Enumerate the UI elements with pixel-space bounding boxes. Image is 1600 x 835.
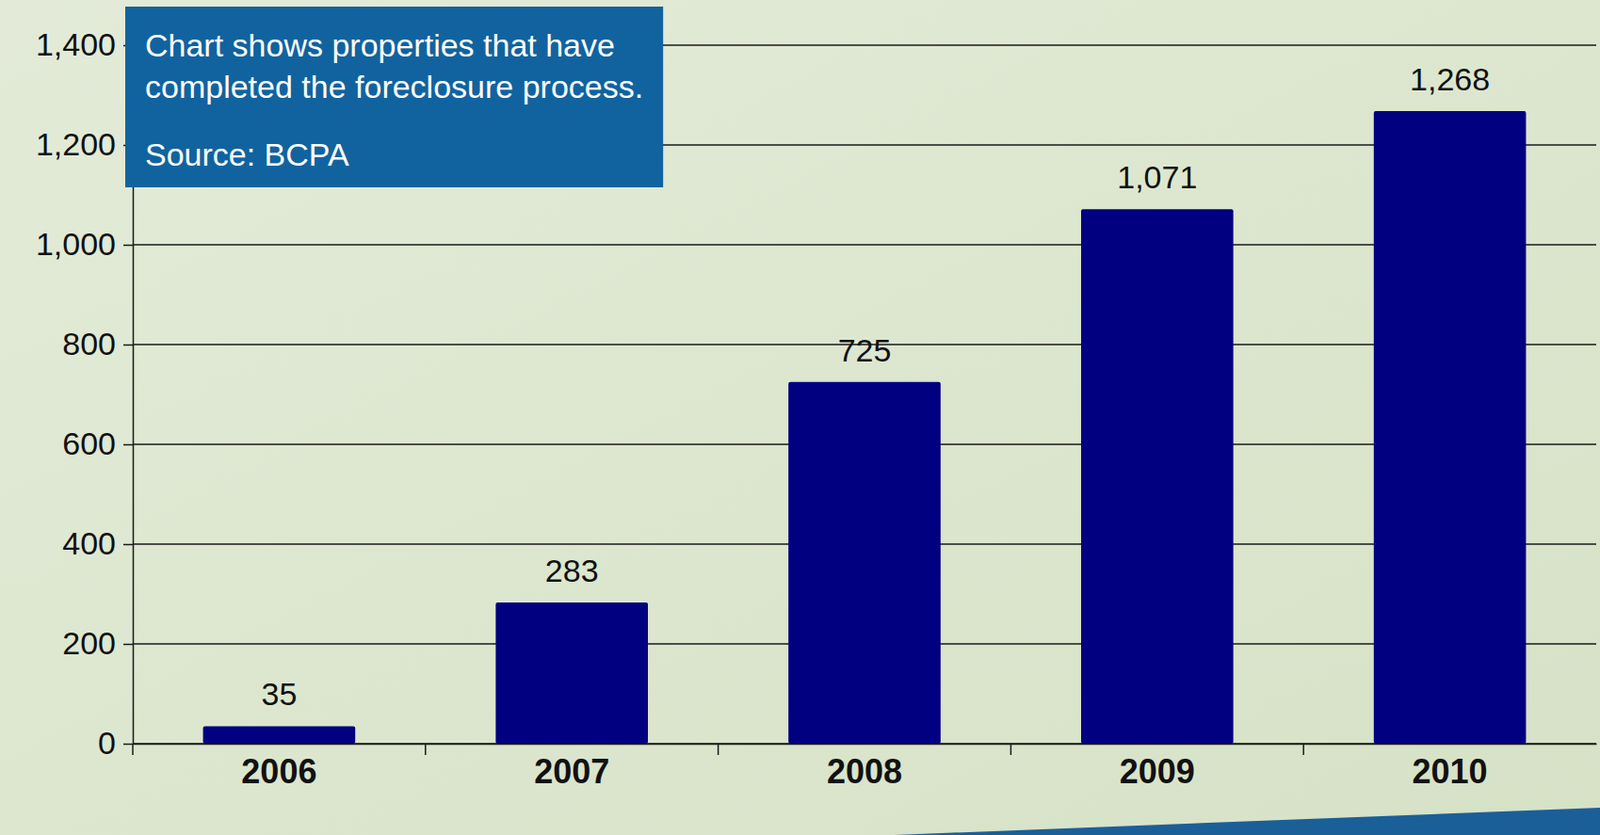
tick-mark [123,544,133,547]
tick-mark [123,444,133,447]
tick: 800 [62,325,133,362]
tick-label: 2008 [826,752,903,792]
tick-mark [123,244,133,247]
bars [203,111,1527,744]
category-divider [717,743,720,756]
tick-mark [123,743,133,746]
category-divider [1010,743,1013,756]
annotation-background [125,6,663,188]
tick-label: 1,000 [35,226,116,262]
tick-label: 1,400 [35,26,116,63]
tick: 0 [97,725,133,761]
tick-mark [123,344,133,347]
tick-label: 0 [97,725,116,761]
data-label: 1,071 [1116,159,1197,195]
tick: 1,200 [35,126,133,162]
bar [203,726,356,744]
data-label: 725 [838,332,892,369]
tick-mark [123,644,133,647]
tick-label: 200 [62,625,116,662]
bar [1373,111,1527,744]
tick-label: 1,200 [35,126,116,162]
tick-label: 400 [62,525,116,562]
tick: 2006 [241,743,317,792]
tick: 1,400 [35,26,133,63]
category-dividers [132,743,1304,756]
tick: 1,000 [35,226,133,262]
y-axis: 0 200 400 600 800 1,000 1,200 1,400 [35,26,134,761]
x-axis: 2006 2007 2008 2009 2010 [133,743,1598,792]
chart: 0 200 400 600 800 1,000 1,200 1,400 2006 2007 2008… [0,0,1600,835]
tick-label: 2009 [1119,752,1196,792]
tick-label: 2007 [533,752,610,792]
tick: 200 [62,625,133,662]
chart-container: 0 200 400 600 800 1,000 1,200 1,400 2006 2007 2008… [0,0,1600,835]
data-label: 1,268 [1409,61,1490,97]
annotation-box: Chart shows properties that havecomplete… [125,6,663,188]
bar [495,602,648,744]
decoration [894,808,1600,835]
category-divider [131,743,134,756]
data-label: 283 [545,552,599,589]
tick: 2008 [826,743,903,792]
tick-label: 2006 [241,752,317,792]
annotation: Chart shows properties that havecomplete… [145,27,644,105]
data-label: 35 [260,676,297,712]
bar [788,382,941,744]
tick: 2010 [1412,743,1488,792]
tick: 400 [62,525,133,562]
tick-label: 600 [62,425,116,462]
category-divider [1302,743,1305,756]
tick: 2007 [533,743,610,792]
axis-line [133,743,1598,746]
bar [1081,209,1234,744]
tick-label: 2010 [1412,752,1488,792]
tick-label: 800 [62,325,116,362]
category-divider [424,743,427,756]
annotation: Source: BCPA [145,136,350,173]
background [0,0,1600,835]
tick: 2009 [1119,743,1196,792]
tick: 600 [62,425,133,462]
